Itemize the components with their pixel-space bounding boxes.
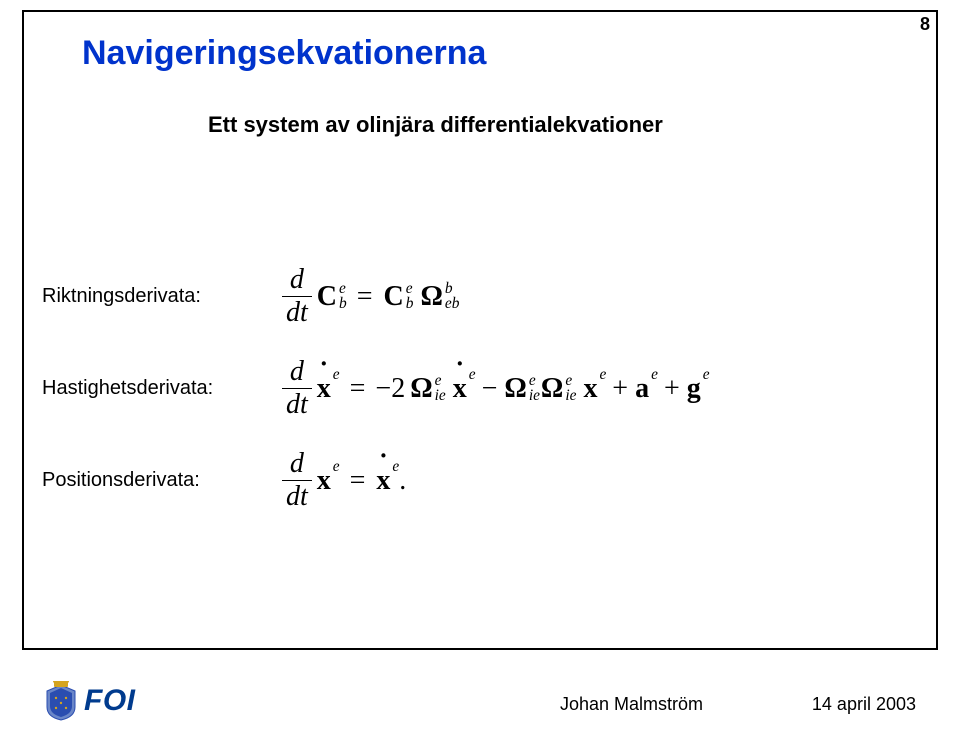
slide-frame [22,10,938,650]
velocity-derivative-row: Hastighetsderivata: d dt xe = −2 Ωeie xe… [42,358,710,419]
footer-author: Johan Malmström [560,694,703,715]
velocity-equation: d dt xe = −2 Ωeie xe − Ωeie Ωeie xe + ae… [282,358,710,419]
coat-of-arms-icon [44,681,78,721]
foi-logo-text: FOI [84,684,136,718]
position-label: Positionsderivata: [42,469,242,492]
slide-title: Navigeringsekvationerna [82,34,486,73]
position-derivative-row: Positionsderivata: d dt xe = xe . [42,450,406,511]
footer-date: 14 april 2003 [812,694,916,715]
slide-subtitle: Ett system av olinjära differentialekvat… [208,112,663,138]
foi-logo: FOI [44,681,136,721]
page-number: 8 [920,14,930,35]
direction-derivative-row: Riktningsderivata: d dt Ceb = Ceb Ωbeb [42,266,459,327]
position-equation: d dt xe = xe . [282,450,406,511]
velocity-label: Hastighetsderivata: [42,377,242,400]
direction-equation: d dt Ceb = Ceb Ωbeb [282,266,459,327]
direction-label: Riktningsderivata: [42,285,242,308]
